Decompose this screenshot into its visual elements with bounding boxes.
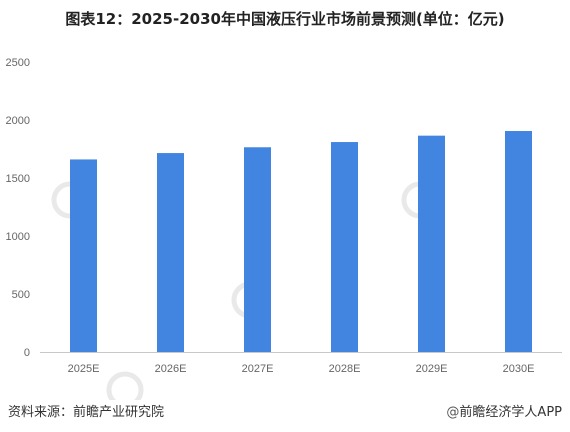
bar-2030E xyxy=(505,131,532,352)
x-tick-label: 2029E xyxy=(416,363,448,375)
bar-2026E xyxy=(157,153,184,352)
y-tick-label: 2500 xyxy=(6,57,30,69)
x-tick-label: 2026E xyxy=(155,363,187,375)
brand-credit: @前瞻经济学人APP xyxy=(446,401,562,420)
y-tick-label: 0 xyxy=(24,347,30,359)
y-tick-label: 2000 xyxy=(6,115,30,127)
y-axis-ticks: 0 500 1000 1500 2000 2500 xyxy=(6,57,30,359)
y-tick-label: 1500 xyxy=(6,173,30,185)
bar-chart: 0 500 1000 1500 2000 2500 2025E 2026E 2027E 2028… xyxy=(6,57,562,400)
at-icon: @ xyxy=(446,405,460,420)
bar-2029E xyxy=(418,135,445,352)
chart-title: 图表12：2025-2030年中国液压行业市场前景预测(单位：亿元) xyxy=(65,10,505,28)
bar-2028E xyxy=(331,142,358,352)
bars xyxy=(70,131,532,352)
bar-2027E xyxy=(244,147,271,352)
x-tick-label: 2030E xyxy=(503,363,535,375)
footer: 资料来源：前瞻产业研究院 @前瞻经济学人APP xyxy=(8,401,562,423)
x-axis-ticks: 2025E 2026E 2027E 2028E 2029E 2030E xyxy=(68,363,535,375)
source-note: 资料来源：前瞻产业研究院 xyxy=(8,405,165,420)
watermark-logo-icon xyxy=(106,371,144,400)
y-tick-label: 500 xyxy=(12,289,30,301)
y-tick-label: 1000 xyxy=(6,231,30,243)
brand-name: 前瞻经济学人APP xyxy=(459,405,562,420)
bar-2025E xyxy=(70,159,97,352)
x-tick-label: 2025E xyxy=(68,363,100,375)
x-tick-label: 2028E xyxy=(329,363,361,375)
x-tick-label: 2027E xyxy=(242,363,274,375)
